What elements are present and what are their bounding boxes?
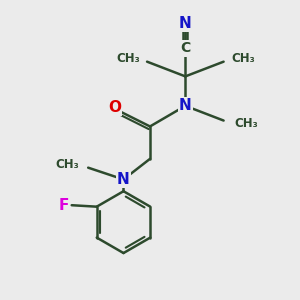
Text: F: F	[58, 198, 69, 213]
Text: CH₃: CH₃	[234, 117, 258, 130]
Text: C: C	[180, 41, 190, 56]
Text: CH₃: CH₃	[231, 52, 255, 65]
Text: CH₃: CH₃	[56, 158, 79, 171]
Text: N: N	[179, 98, 192, 113]
Text: CH₃: CH₃	[116, 52, 140, 65]
Text: N: N	[179, 16, 192, 31]
Text: O: O	[108, 100, 121, 115]
Text: N: N	[117, 172, 130, 187]
